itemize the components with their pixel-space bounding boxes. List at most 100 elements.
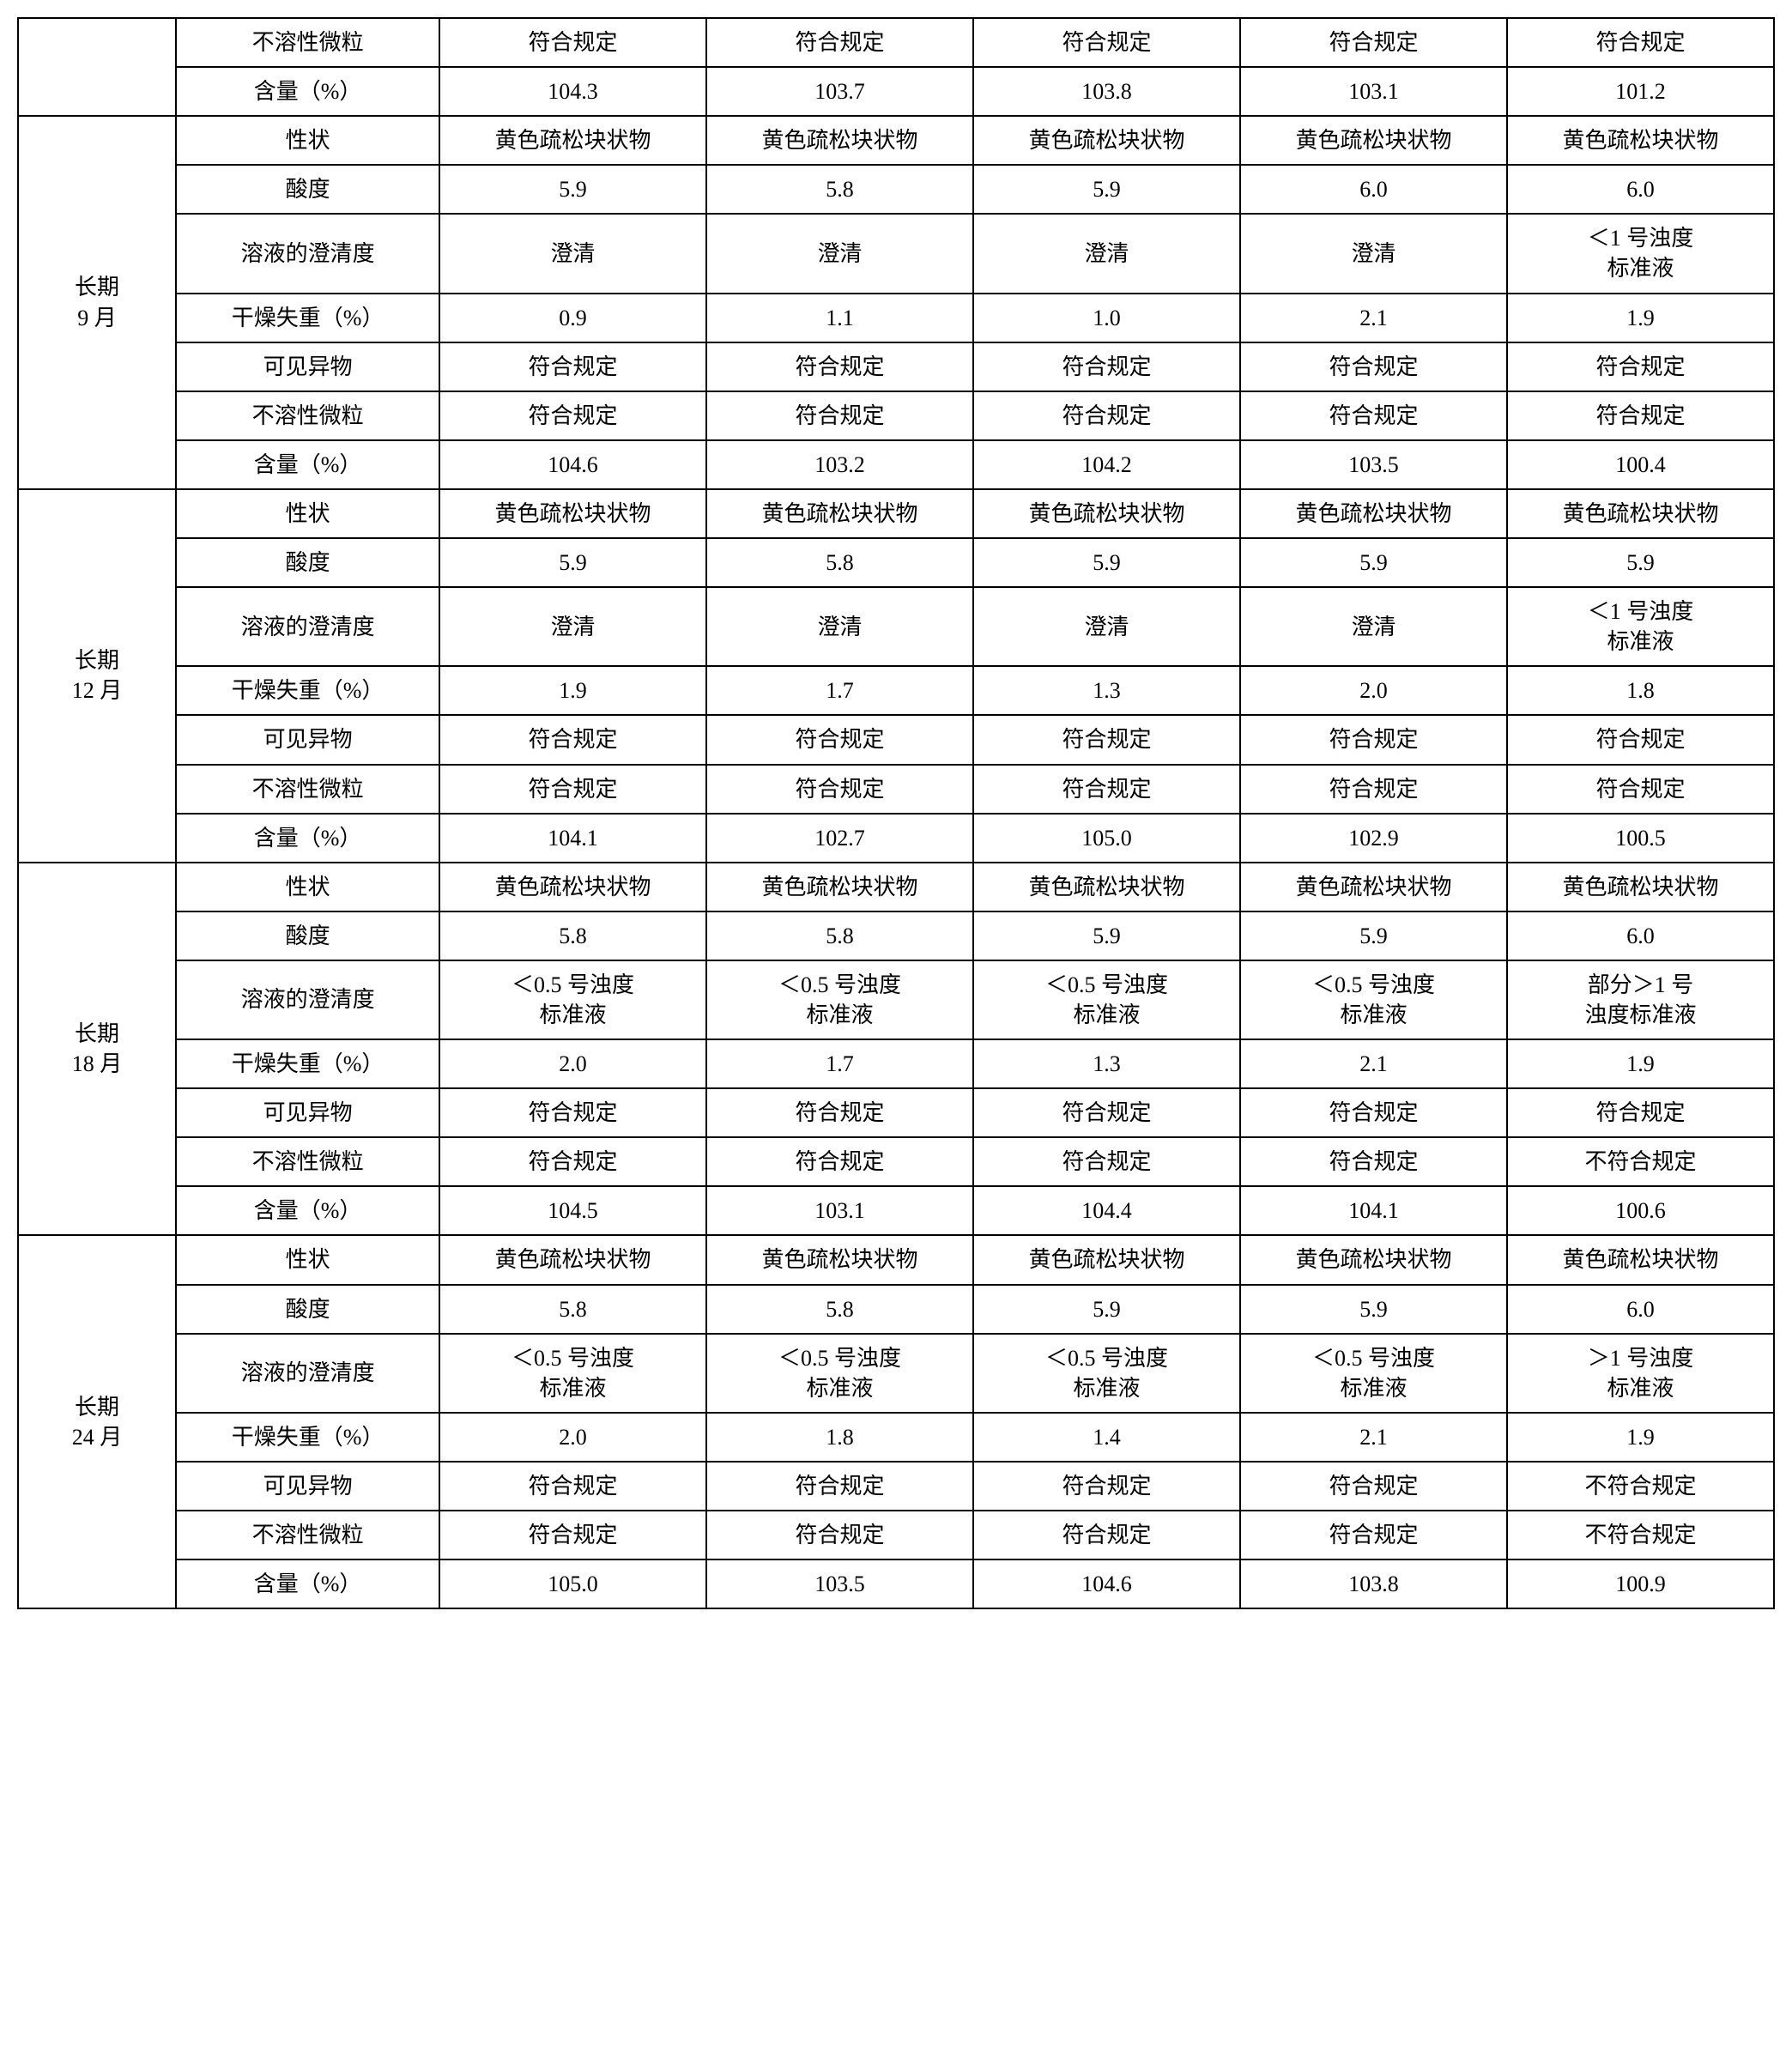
data-cell: 符合规定 [1507,765,1774,814]
data-cell: 2.0 [439,1039,706,1088]
data-cell: 103.1 [1240,67,1507,116]
table-row: 长期18 月性状黄色疏松块状物黄色疏松块状物黄色疏松块状物黄色疏松块状物黄色疏松… [18,863,1774,911]
data-cell: 符合规定 [706,715,973,764]
param-cell: 干燥失重（%） [176,1413,439,1462]
param-cell: 干燥失重（%） [176,294,439,342]
data-cell: 符合规定 [706,765,973,814]
data-cell: ＜0.5 号浊度标准液 [439,1334,706,1413]
data-cell: 澄清 [1240,214,1507,293]
data-cell: 符合规定 [439,1462,706,1511]
data-cell: 符合规定 [439,18,706,67]
table-row: 酸度5.85.85.95.96.0 [18,1285,1774,1334]
data-cell: 6.0 [1240,165,1507,214]
data-cell: 澄清 [706,587,973,666]
param-cell: 含量（%） [176,67,439,116]
data-cell: 5.8 [706,538,973,587]
data-cell: ＜0.5 号浊度标准液 [1240,960,1507,1039]
data-cell: 104.5 [439,1186,706,1235]
data-cell: 符合规定 [973,1137,1240,1186]
table-row: 含量（%）104.3103.7103.8103.1101.2 [18,67,1774,116]
data-cell: 符合规定 [1240,765,1507,814]
data-cell: 105.0 [973,814,1240,863]
data-cell: 符合规定 [1507,391,1774,440]
data-cell: 6.0 [1507,911,1774,960]
data-cell: 符合规定 [973,765,1240,814]
param-cell: 酸度 [176,911,439,960]
data-cell: 符合规定 [1240,1088,1507,1137]
data-cell: 5.8 [706,1285,973,1334]
param-cell: 酸度 [176,165,439,214]
param-cell: 性状 [176,1235,439,1284]
data-cell: 5.9 [973,911,1240,960]
table-body: 不溶性微粒符合规定符合规定符合规定符合规定符合规定含量（%）104.3103.7… [18,18,1774,1608]
data-cell: 符合规定 [973,1088,1240,1137]
param-cell: 不溶性微粒 [176,18,439,67]
table-row: 不溶性微粒符合规定符合规定符合规定符合规定不符合规定 [18,1137,1774,1186]
data-cell: 黄色疏松块状物 [1240,1235,1507,1284]
table-row: 溶液的澄清度＜0.5 号浊度标准液＜0.5 号浊度标准液＜0.5 号浊度标准液＜… [18,1334,1774,1413]
data-cell: 104.3 [439,67,706,116]
table-row: 含量（%）104.1102.7105.0102.9100.5 [18,814,1774,863]
data-cell: 符合规定 [973,391,1240,440]
data-cell: 符合规定 [439,715,706,764]
data-cell: 黄色疏松块状物 [1507,116,1774,165]
data-cell: 澄清 [973,214,1240,293]
data-cell: 6.0 [1507,165,1774,214]
param-cell: 溶液的澄清度 [176,587,439,666]
data-cell: 黄色疏松块状物 [1240,116,1507,165]
period-cell: 长期9 月 [18,116,176,489]
table-row: 酸度5.95.85.95.95.9 [18,538,1774,587]
data-cell: 5.9 [973,1285,1240,1334]
data-cell: 100.9 [1507,1559,1774,1608]
data-cell: 黄色疏松块状物 [1240,863,1507,911]
table-row: 含量（%）105.0103.5104.6103.8100.9 [18,1559,1774,1608]
param-cell: 可见异物 [176,1088,439,1137]
data-cell: 100.5 [1507,814,1774,863]
data-cell: 2.0 [1240,666,1507,715]
data-cell: 符合规定 [973,1462,1240,1511]
data-cell: 105.0 [439,1559,706,1608]
data-cell: 符合规定 [706,1462,973,1511]
data-cell: 澄清 [1240,587,1507,666]
period-cell: 长期18 月 [18,863,176,1236]
data-cell: 符合规定 [439,391,706,440]
data-cell: 1.9 [1507,294,1774,342]
data-cell: 6.0 [1507,1285,1774,1334]
param-cell: 不溶性微粒 [176,765,439,814]
data-cell: 1.1 [706,294,973,342]
param-cell: 含量（%） [176,1559,439,1608]
data-cell: 不符合规定 [1507,1462,1774,1511]
table-row: 长期12 月性状黄色疏松块状物黄色疏松块状物黄色疏松块状物黄色疏松块状物黄色疏松… [18,489,1774,538]
data-cell: 103.8 [973,67,1240,116]
data-cell: 符合规定 [1240,1511,1507,1559]
data-cell: 澄清 [439,587,706,666]
data-cell: 黄色疏松块状物 [706,489,973,538]
data-cell: 5.8 [439,1285,706,1334]
table-row: 酸度5.95.85.96.06.0 [18,165,1774,214]
data-cell: 1.7 [706,1039,973,1088]
data-cell: 符合规定 [973,18,1240,67]
data-cell: 黄色疏松块状物 [439,863,706,911]
data-cell: 5.9 [1507,538,1774,587]
param-cell: 不溶性微粒 [176,1137,439,1186]
param-cell: 溶液的澄清度 [176,960,439,1039]
param-cell: 可见异物 [176,1462,439,1511]
data-cell: 1.7 [706,666,973,715]
data-cell: 符合规定 [1507,18,1774,67]
data-cell: ＜0.5 号浊度标准液 [973,1334,1240,1413]
param-cell: 干燥失重（%） [176,1039,439,1088]
data-cell: 104.1 [439,814,706,863]
data-cell: 符合规定 [706,1088,973,1137]
data-cell: 2.0 [439,1413,706,1462]
data-cell: 104.1 [1240,1186,1507,1235]
param-cell: 性状 [176,116,439,165]
data-cell: ＜0.5 号浊度标准液 [1240,1334,1507,1413]
data-cell: 5.9 [973,165,1240,214]
stability-data-table: 不溶性微粒符合规定符合规定符合规定符合规定符合规定含量（%）104.3103.7… [17,17,1775,1609]
data-cell: 黄色疏松块状物 [973,863,1240,911]
table-row: 可见异物符合规定符合规定符合规定符合规定符合规定 [18,1088,1774,1137]
data-cell: 澄清 [706,214,973,293]
table-row: 含量（%）104.6103.2104.2103.5100.4 [18,440,1774,489]
data-cell: 黄色疏松块状物 [706,116,973,165]
data-cell: 103.8 [1240,1559,1507,1608]
